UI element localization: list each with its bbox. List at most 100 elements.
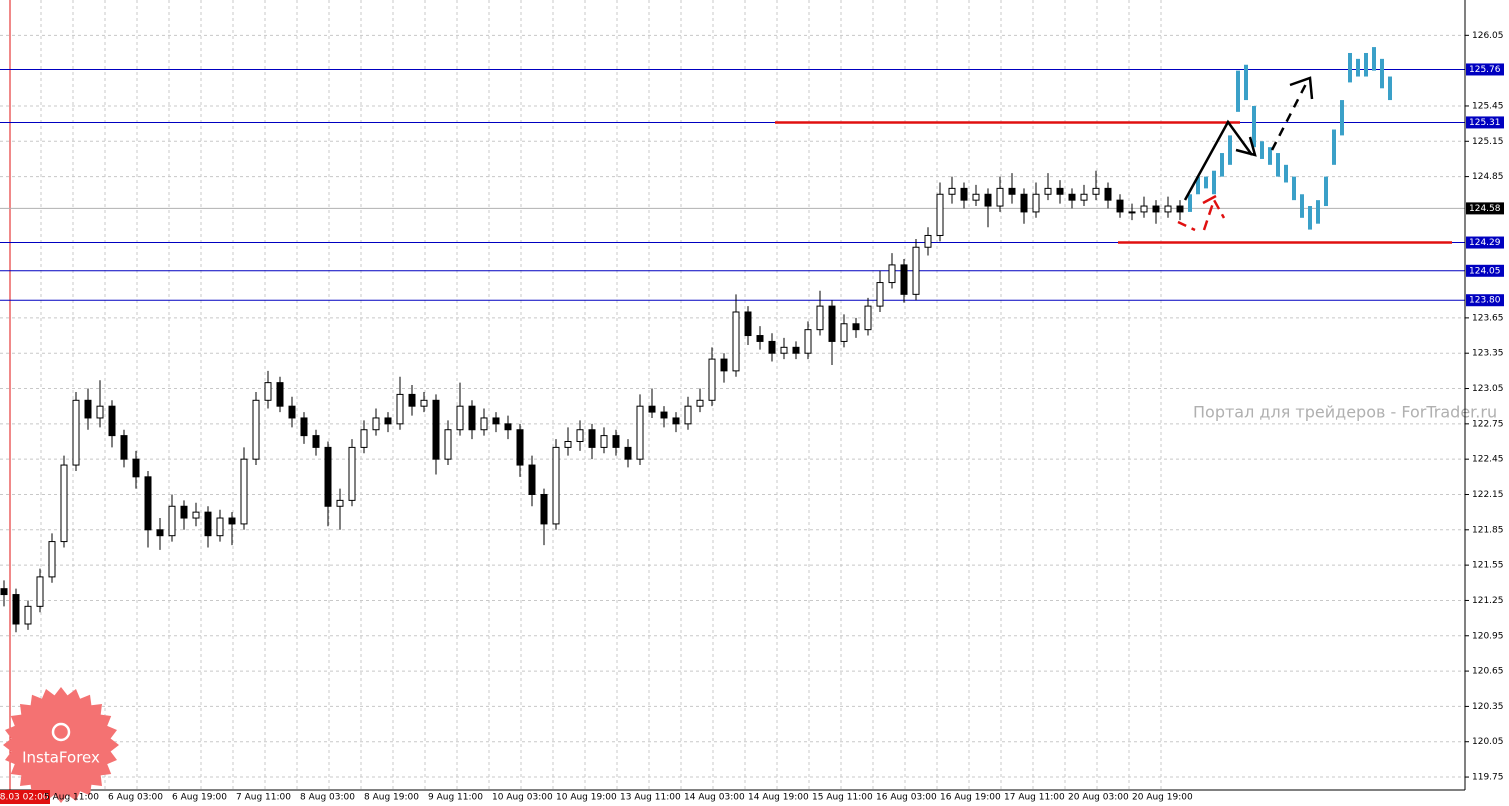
candle-body	[372, 417, 380, 431]
y-tick-label: 122.15	[1472, 490, 1504, 500]
candle-body	[1068, 193, 1076, 201]
candle-body	[36, 576, 44, 607]
x-tick-label: 7 Aug 11:00	[236, 793, 291, 803]
level-label: 124.29	[1469, 238, 1501, 248]
candle-body	[468, 405, 476, 431]
candle-body	[828, 305, 836, 342]
candle-body	[228, 517, 236, 525]
candle-body	[684, 405, 692, 425]
candle-body	[960, 187, 968, 201]
candle-body	[216, 517, 224, 537]
candle-body	[504, 423, 512, 431]
x-tick-label: 20 Aug 03:00	[1068, 793, 1129, 803]
candle-body	[768, 340, 776, 354]
candle-body	[1152, 205, 1160, 213]
forecast-bar	[1340, 100, 1344, 136]
candle-body	[876, 282, 884, 307]
candle-body	[444, 429, 452, 460]
y-tick-label: 123.65	[1472, 313, 1504, 323]
candle-body	[72, 399, 80, 466]
x-tick-label: 6 Aug 19:00	[172, 793, 227, 803]
candle-body	[840, 323, 848, 342]
candle-body	[888, 264, 896, 284]
level-label-box	[1466, 294, 1504, 307]
candle-body	[576, 429, 584, 443]
candle-body	[384, 417, 392, 425]
forecast-bar	[1372, 47, 1376, 71]
forecast-bar	[1236, 70, 1240, 112]
level-label-box	[1466, 264, 1504, 277]
candle-body	[1032, 193, 1040, 213]
level-label: 125.31	[1469, 118, 1501, 128]
y-tick-label: 123.35	[1472, 349, 1504, 359]
candle-body	[276, 382, 284, 407]
candle-body	[1116, 199, 1124, 213]
candle-body	[204, 511, 212, 537]
x-tick-label: 10 Aug 19:00	[556, 793, 617, 803]
candle-body	[540, 493, 548, 525]
candle-body	[84, 399, 92, 419]
candle-body	[648, 405, 656, 413]
forecast-bar	[1252, 105, 1256, 148]
y-tick-label: 122.45	[1472, 455, 1504, 465]
candle-body	[24, 605, 32, 625]
candle-body	[852, 323, 860, 331]
x-tick-label: 13 Aug 11:00	[620, 793, 681, 803]
x-tick-label: 08.03 02:00	[0, 793, 49, 803]
x-tick-label: 16 Aug 19:00	[940, 793, 1001, 803]
forecast-bar	[1212, 170, 1216, 195]
candle-body	[300, 417, 308, 437]
candle-body	[1140, 205, 1148, 213]
y-tick-label: 121.85	[1472, 525, 1504, 535]
candle-body	[1020, 193, 1028, 213]
x-tick-label: 14 Aug 19:00	[748, 793, 809, 803]
candle-body	[1056, 187, 1064, 195]
candle-body	[264, 382, 272, 401]
candle-body	[180, 505, 188, 519]
y-tick-label: 122.75	[1472, 419, 1504, 429]
candle-body	[456, 405, 464, 431]
y-tick-label: 119.75	[1472, 773, 1504, 783]
candle-body	[1080, 193, 1088, 201]
logo[interactable]: InstaForex	[3, 687, 119, 803]
candle-body	[1008, 187, 1016, 195]
level-label: 123.80	[1469, 296, 1501, 306]
candle-body	[588, 429, 596, 448]
x-tick-label: 15 Aug 11:00	[812, 793, 873, 803]
y-tick-label: 123.05	[1472, 384, 1504, 394]
candle-body	[144, 476, 152, 531]
candle-body	[168, 505, 176, 537]
candle-body	[708, 358, 716, 401]
candle-body	[696, 399, 704, 407]
candle-body	[1092, 187, 1100, 195]
candle-body	[480, 417, 488, 431]
x-tick-label: 9 Aug 11:00	[428, 793, 483, 803]
candle-body	[108, 405, 116, 437]
price-label: 124.58	[1469, 204, 1501, 214]
candle-body	[432, 399, 440, 460]
y-tick-label: 126.05	[1472, 31, 1504, 41]
candle-body	[600, 435, 608, 448]
candle-body	[1104, 187, 1112, 201]
candle-body	[936, 193, 944, 236]
watermark: Портал для трейдеров - ForTrader.ru	[1193, 403, 1497, 422]
x-tick-label: 6 Aug 03:00	[108, 793, 163, 803]
candle-body	[396, 393, 404, 425]
candle-body	[612, 435, 620, 448]
x-tick-label: 8 Aug 03:00	[300, 793, 355, 803]
y-tick-label: 120.95	[1472, 631, 1504, 641]
logo-text: InstaForex	[22, 749, 100, 767]
level-label-box	[1466, 202, 1504, 215]
candle-body	[528, 464, 536, 495]
forecast-bar	[1220, 153, 1224, 177]
level-label-box	[1466, 116, 1504, 129]
candle-body	[120, 435, 128, 460]
forecast-bar	[1284, 164, 1288, 183]
candle-body	[804, 329, 812, 354]
candle-body	[792, 346, 800, 354]
x-tick-label: 10 Aug 03:00	[492, 793, 553, 803]
candle-body	[660, 411, 668, 419]
candle-body	[912, 246, 920, 295]
y-tick-label: 125.15	[1472, 137, 1504, 147]
forecast-bar	[1324, 176, 1328, 207]
